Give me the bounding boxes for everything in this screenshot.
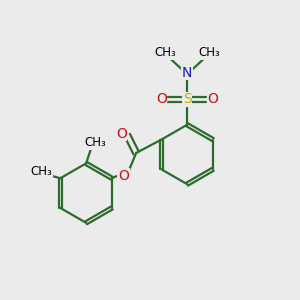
Text: N: N bbox=[182, 66, 192, 80]
Text: CH₃: CH₃ bbox=[154, 46, 176, 59]
Text: O: O bbox=[116, 127, 127, 141]
Text: S: S bbox=[183, 92, 191, 106]
Text: O: O bbox=[208, 92, 218, 106]
Text: CH₃: CH₃ bbox=[30, 165, 52, 178]
Text: O: O bbox=[118, 169, 129, 183]
Text: CH₃: CH₃ bbox=[84, 136, 106, 149]
Text: O: O bbox=[156, 92, 167, 106]
Text: CH₃: CH₃ bbox=[199, 46, 220, 59]
